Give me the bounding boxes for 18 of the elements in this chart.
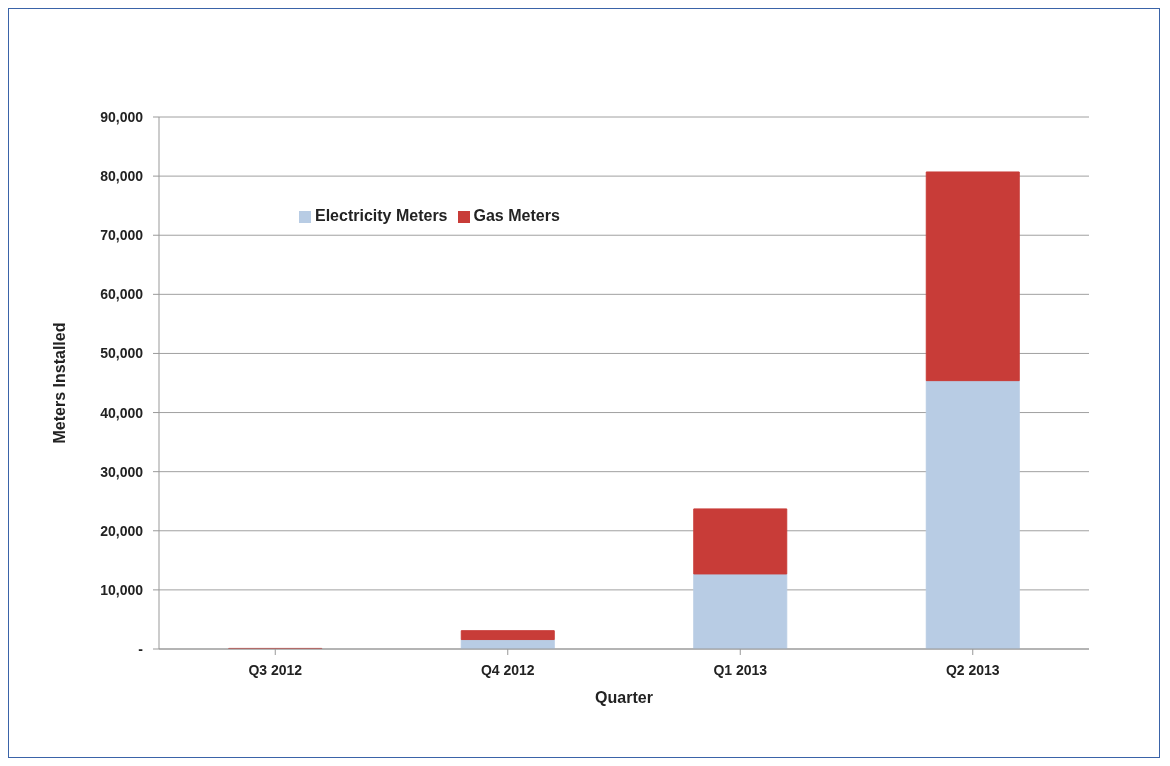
y-tick-label: 20,000 <box>100 522 144 539</box>
legend-label: Electricity Meters <box>315 207 448 224</box>
legend-label: Gas Meters <box>473 207 560 224</box>
y-tick-label: 60,000 <box>100 286 144 303</box>
y-tick-label: 70,000 <box>100 227 144 244</box>
x-axis-title: Quarter <box>595 689 653 706</box>
y-axis-title: Meters Installed <box>50 322 68 444</box>
y-tick-label: 40,000 <box>100 404 144 421</box>
y-tick-label: - <box>138 640 144 657</box>
y-tick-label: 30,000 <box>100 463 144 480</box>
y-tick-label: 80,000 <box>100 168 144 185</box>
x-tick-label: Q4 2012 <box>480 661 535 678</box>
y-tick-label: 50,000 <box>100 345 144 362</box>
x-tick-label: Q1 2013 <box>713 661 768 678</box>
x-tick-label: Q3 2012 <box>248 661 303 678</box>
x-tick-label: Q2 2013 <box>945 661 1000 678</box>
y-tick-label: 90,000 <box>100 108 144 125</box>
y-tick-label: 10,000 <box>100 581 144 598</box>
